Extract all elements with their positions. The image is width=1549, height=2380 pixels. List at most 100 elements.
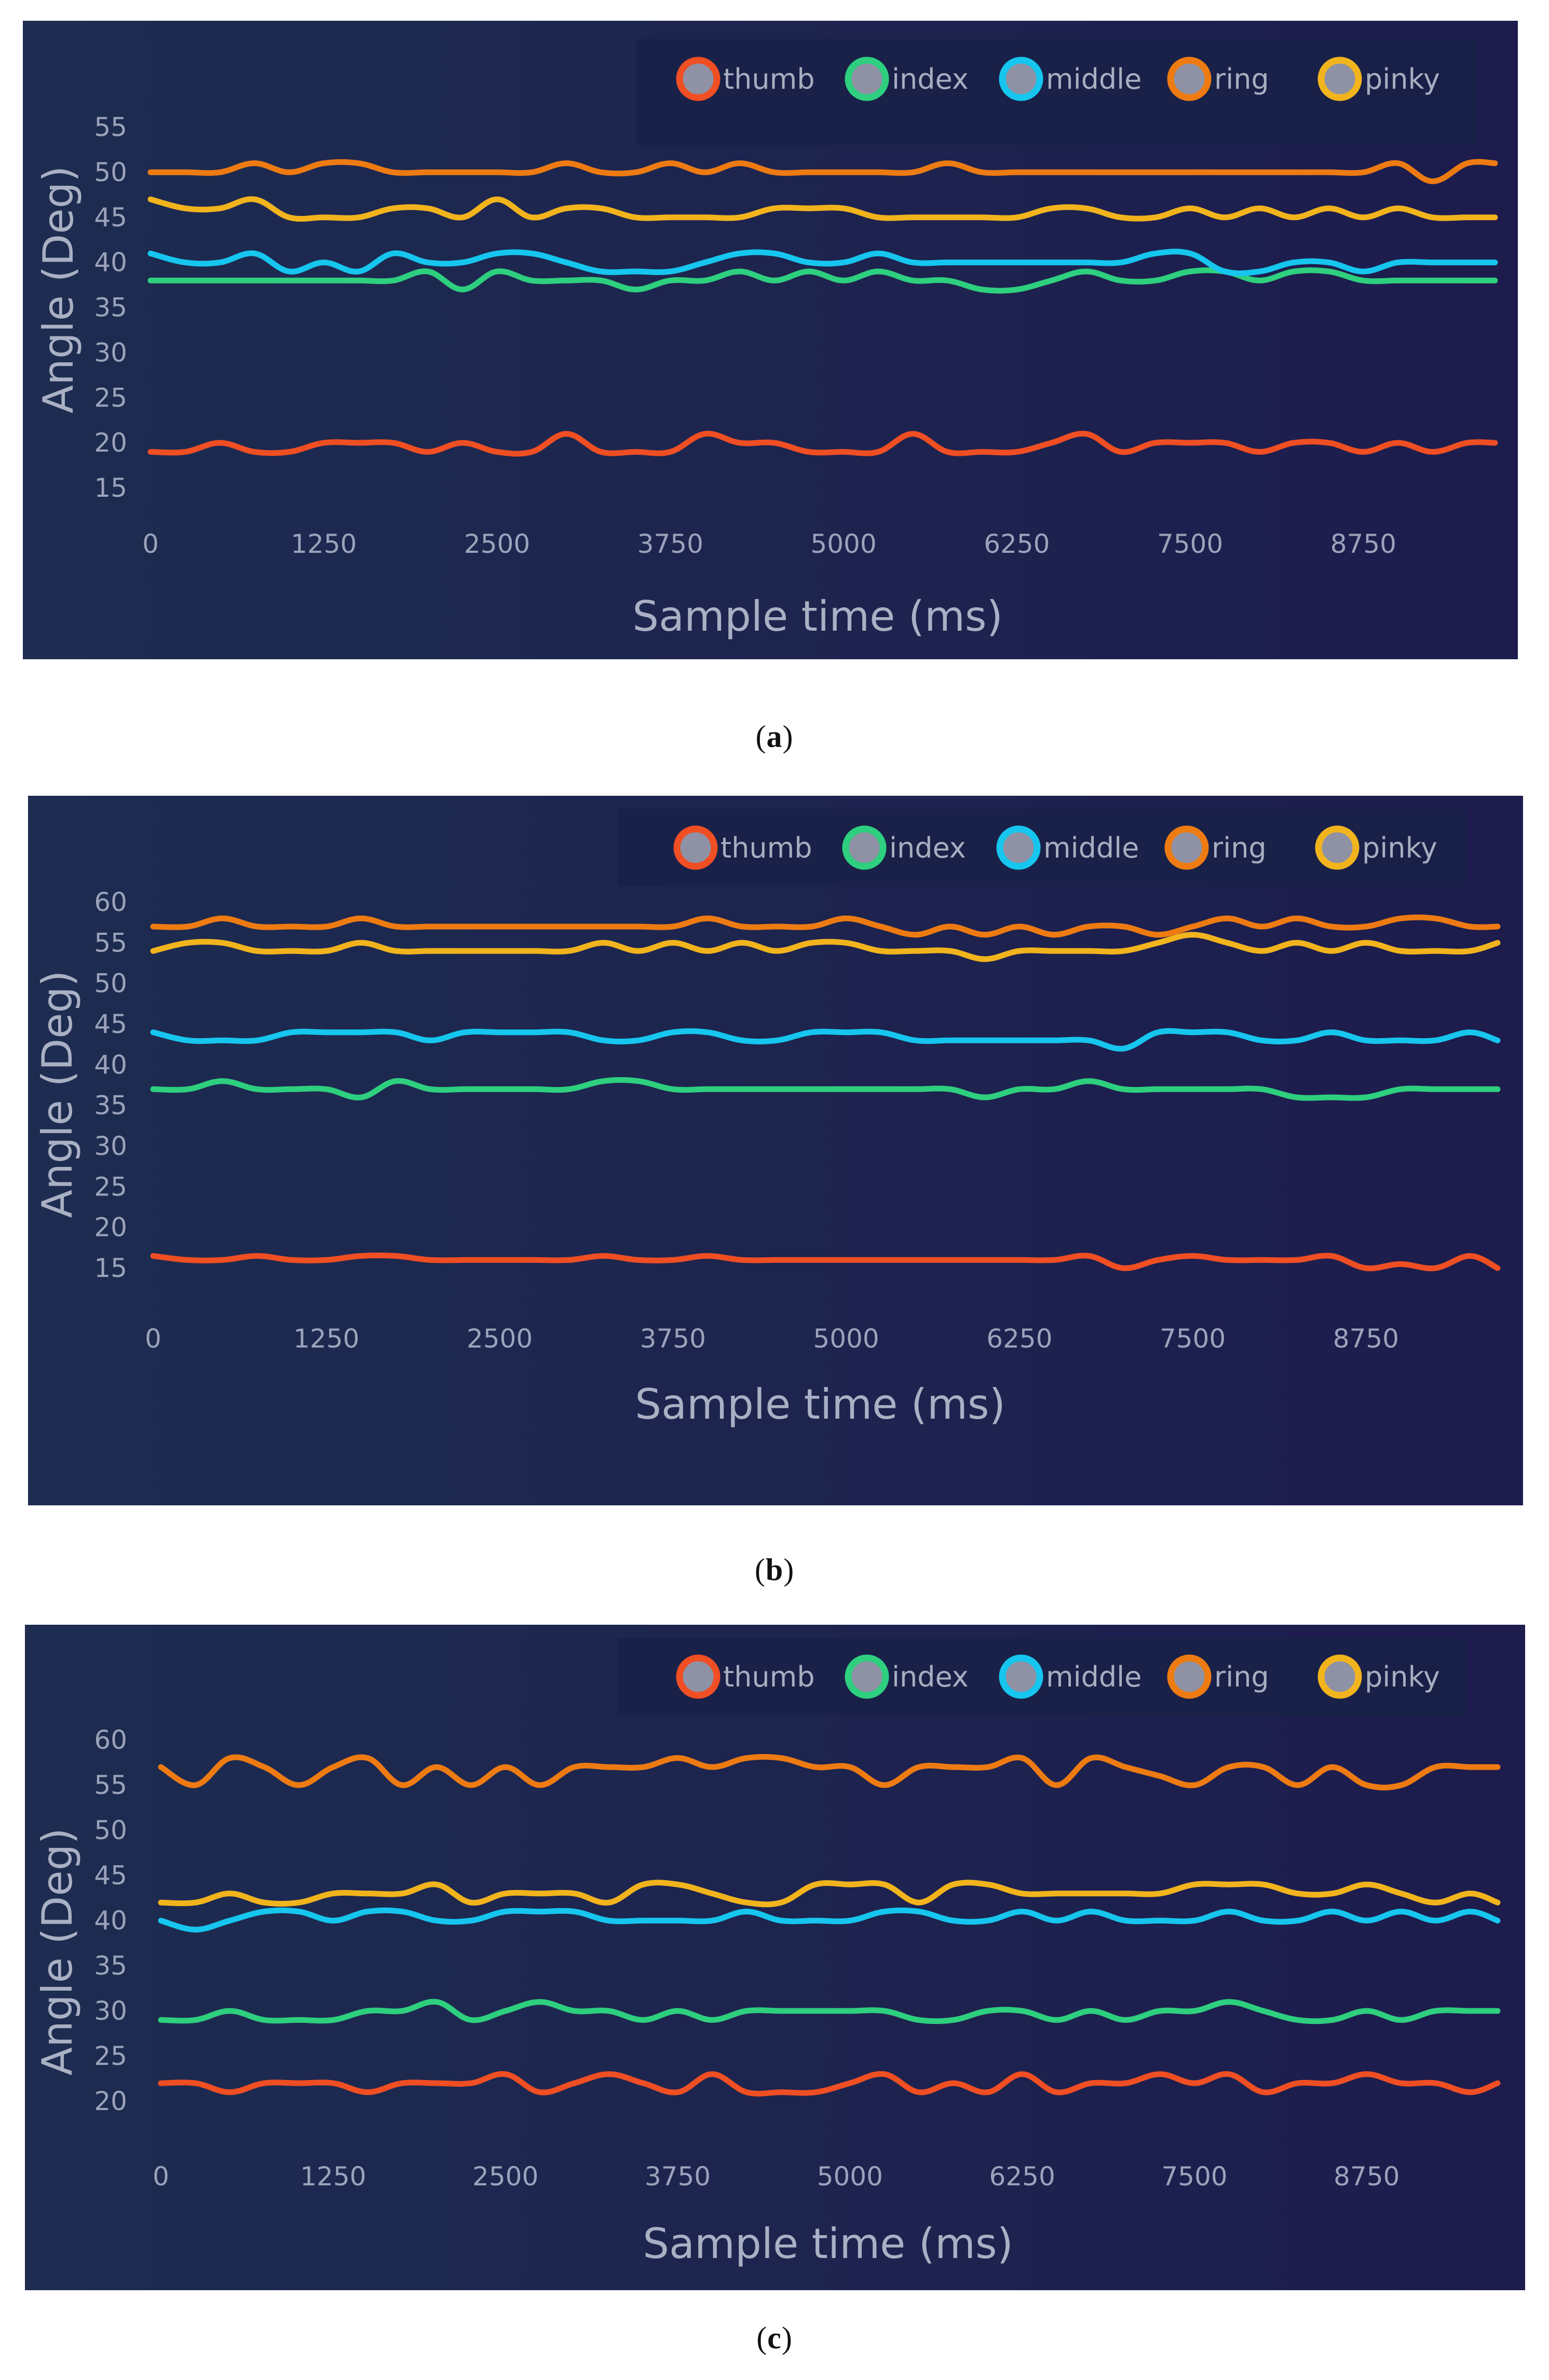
series-line-index (147, 267, 1498, 294)
series-lines (158, 1754, 1501, 2097)
series-lines (147, 159, 1498, 457)
legend-marker-ring (1164, 825, 1209, 870)
x-tick-label: 5000 (813, 1324, 879, 1354)
caption-close-paren: ) (783, 1553, 795, 1587)
x-tick-label: 5000 (810, 529, 876, 559)
y-tick-label: 20 (94, 1213, 127, 1243)
y-tick-label: 40 (94, 1906, 127, 1936)
legend-marker-ring (1167, 57, 1212, 101)
series-line-ring (158, 1754, 1501, 1791)
legend-item-pinky[interactable]: pinky (1317, 57, 1440, 101)
caption-label: b (765, 1553, 784, 1587)
x-tick-label: 6250 (989, 2161, 1055, 2192)
y-tick-label: 35 (94, 1951, 127, 1981)
caption-open-paren: ( (755, 719, 767, 754)
y-tick-label: 25 (94, 383, 127, 413)
legend-item-middle[interactable]: middle (996, 825, 1139, 870)
x-tick-label: 1250 (291, 529, 357, 559)
legend-item-ring[interactable]: ring (1167, 1654, 1269, 1699)
chart-background (25, 1625, 1525, 2290)
legend-label-middle: middle (1043, 832, 1139, 864)
y-tick-label: 25 (94, 2041, 127, 2071)
y-tick-label: 30 (94, 1996, 127, 2026)
legend-label-ring: ring (1212, 832, 1267, 864)
legend-label-ring: ring (1214, 63, 1269, 96)
legend-item-thumb[interactable]: thumb (676, 57, 815, 101)
caption-open-paren: ( (756, 2321, 768, 2355)
caption-label: c (767, 2321, 782, 2355)
y-tick-label: 30 (94, 1131, 127, 1161)
legend-marker-thumb (676, 57, 721, 101)
legend-item-index[interactable]: index (845, 1654, 969, 1699)
series-line-index (150, 1077, 1501, 1101)
x-tick-label: 8750 (1333, 1324, 1399, 1354)
x-tick-label: 1250 (300, 2161, 366, 2192)
y-tick-label: 40 (94, 248, 127, 278)
y-tick-label: 60 (94, 1725, 127, 1755)
x-tick-label: 7500 (1160, 1324, 1226, 1354)
y-axis-ticks: 55 50 45 40 35 30 25 20 15 (94, 112, 127, 503)
y-tick-label: 15 (94, 1253, 127, 1283)
chart-b: thumb index middle ring pinky 60 55 50 45 40 35 30… (28, 796, 1523, 1505)
x-axis-ticks: 0 1250 2500 3750 5000 6250 7500 8750 (153, 2161, 1399, 2192)
legend: thumb index middle ring pinky (673, 825, 1437, 870)
caption-close-paren: ) (782, 719, 794, 754)
legend-marker-thumb (673, 825, 718, 870)
legend-item-ring[interactable]: ring (1167, 57, 1269, 101)
legend-label-thumb: thumb (723, 1661, 815, 1693)
legend-marker-index (845, 57, 889, 101)
legend-marker-ring (1167, 1654, 1212, 1699)
series-line-ring (147, 159, 1498, 184)
legend-item-index[interactable]: index (845, 57, 969, 101)
x-tick-label: 7500 (1157, 529, 1223, 559)
legend-item-middle[interactable]: middle (999, 57, 1142, 101)
x-tick-label: 1250 (293, 1324, 359, 1354)
x-axis-title: Sample time (ms) (643, 2220, 1013, 2268)
legend-item-thumb[interactable]: thumb (676, 1654, 815, 1699)
legend-label-index: index (889, 832, 966, 864)
y-tick-label: 55 (94, 112, 127, 142)
legend-item-pinky[interactable]: pinky (1315, 825, 1437, 870)
y-axis-title: Angle (Deg) (33, 1828, 81, 2075)
chart-panel-c: thumb index middle ring pinky 60 55 50 45 40 35 30… (0, 1625, 1549, 2294)
x-tick-label: 6250 (984, 529, 1050, 559)
chart-c: thumb index middle ring pinky 60 55 50 45 40 35 30… (25, 1625, 1525, 2290)
legend-item-index[interactable]: index (842, 825, 966, 870)
legend-item-middle[interactable]: middle (999, 1654, 1142, 1699)
legend-item-pinky[interactable]: pinky (1317, 1654, 1440, 1699)
y-tick-label: 35 (94, 293, 127, 323)
x-tick-label: 2500 (472, 2161, 538, 2192)
x-tick-label: 2500 (467, 1324, 533, 1354)
y-axis-ticks: 60 55 50 45 40 35 30 25 20 (94, 1725, 127, 2116)
series-line-middle (147, 249, 1498, 277)
y-tick-label: 25 (94, 1172, 127, 1202)
y-tick-label: 15 (94, 473, 127, 503)
legend-label-pinky: pinky (1365, 1661, 1440, 1693)
legend-item-ring[interactable]: ring (1164, 825, 1267, 870)
y-tick-label: 35 (94, 1091, 127, 1121)
y-tick-label: 45 (94, 202, 127, 233)
y-tick-label: 60 (94, 887, 127, 917)
y-tick-label: 50 (94, 1815, 127, 1845)
x-tick-label: 8750 (1330, 529, 1396, 559)
x-axis-title: Sample time (ms) (632, 592, 1003, 641)
y-tick-label: 45 (94, 1009, 127, 1039)
legend-marker-middle (999, 1654, 1043, 1699)
caption-label: a (766, 719, 783, 754)
legend-marker-thumb (676, 1654, 721, 1699)
x-tick-label: 6250 (986, 1324, 1052, 1354)
x-axis-ticks: 0 1250 2500 3750 5000 6250 7500 8750 (145, 1324, 1399, 1354)
y-tick-label: 20 (94, 428, 127, 458)
legend-label-middle: middle (1046, 63, 1142, 96)
legend-label-index: index (892, 1661, 969, 1693)
x-tick-label: 5000 (817, 2161, 883, 2192)
x-axis-title: Sample time (ms) (635, 1380, 1006, 1429)
legend-marker-middle (999, 57, 1043, 101)
legend-item-thumb[interactable]: thumb (673, 825, 812, 870)
y-tick-label: 45 (94, 1860, 127, 1891)
legend-label-ring: ring (1214, 1661, 1269, 1693)
chart-panel-b: thumb index middle ring pinky 60 55 50 45 40 35 30… (0, 796, 1549, 1512)
legend-marker-index (845, 1654, 889, 1699)
legend-label-thumb: thumb (723, 63, 815, 96)
chart-background (28, 796, 1523, 1505)
